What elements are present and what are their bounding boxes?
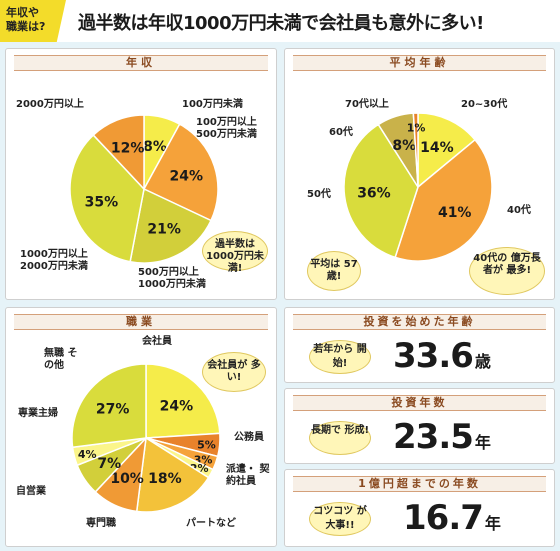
occupation-slice-8 [71,363,147,449]
age-label-4: 70代以上 [345,99,389,110]
occupation-slice-4 [135,436,210,513]
age-label-1: 40代 [507,205,531,216]
income-panel-title: 年収 [14,55,268,71]
stat-years-value: 23.5 [393,417,474,457]
age-slice-2-value: 36% [357,186,391,202]
occupation-panel-title: 職業 [14,314,268,330]
age-slice-2 [343,123,419,259]
income-slice-1-value: 24% [169,168,203,184]
income-label-3: 1000万円以上 2000万円未満 [20,249,88,272]
header-badge-line1: 年収や [6,6,39,19]
income-label-1: 100万円以上 500万円未満 [196,117,257,140]
stat-to-100m-value-wrap: 16.7 年 [403,498,501,538]
stat-start-age-unit: 歳 [474,352,491,371]
income-slice-3 [69,133,145,263]
income-label-2: 500万円以上 1000万円未満 [138,267,206,290]
occ-label-6: 自営業 [16,486,46,497]
age-slice-0-value: 14% [420,140,454,156]
stat-to-100m-unit: 年 [484,514,501,533]
page-title: 過半数は年収1000万円未満で会社員も意外に多い! [78,13,484,34]
income-slice-3-value: 35% [85,194,119,210]
income-pie-chart: 8%24% 21% 35% 12% [69,114,219,264]
stat-start-age-note: 若年から 開始! [309,340,371,374]
stat-years-value-wrap: 23.5 年 [393,417,491,457]
occupation-slice-4-value: 18% [148,471,182,487]
income-label-4: 2000万円以上 [16,99,84,110]
header-bar: 年収や 職業は? 過半数は年収1000万円未満で会社員も意外に多い! [0,0,560,42]
income-slice-4 [92,114,145,191]
stat-to-100m-title: 1億円超までの年数 [293,476,546,492]
stat-panel-start-age: 投資を始めた年齢 若年から 開始! 33.6 歳 [284,307,555,383]
income-slice-1 [142,123,219,222]
income-panel: 年収 8% 24% 21% 35% 12% 100万円未満 100万円以上 500万円未… [5,48,277,300]
age-pie-chart: 14% 41% 36% 8% 1% [343,112,493,262]
income-slice-2 [129,187,212,264]
header-badge: 年収や 職業は? [0,0,66,42]
age-slice-1 [394,138,493,262]
age-slice-4-value: 1% [407,121,426,134]
stat-start-age-title: 投資を始めた年齢 [293,314,546,330]
occupation-pie-chart: 24%5%3%2%18%10%7%4%27% [71,363,221,513]
header-badge-line2: 職業は? [6,20,46,33]
stat-start-age-value: 33.6 [393,336,474,376]
age-slice-1-value: 41% [438,205,472,221]
occ-label-1: 公務員 [234,432,264,443]
occupation-slice-0 [145,363,221,439]
stat-years-note: 長期で 形成! [309,421,371,455]
occupation-slice-7-value: 4% [78,448,97,461]
occ-label-5: 専門職 [86,518,116,529]
occupation-slice-5-value: 10% [110,471,144,487]
stat-years-unit: 年 [474,433,491,452]
occ-label-0: 会社員 [142,336,172,347]
stat-years-title: 投資年数 [293,395,546,411]
occupation-panel: 職業 24% 5% 3% 2% 18% 10% 7% 4% 27% 会社員 公務員 派遣・ 契約… [5,307,277,547]
income-slice-2-value: 21% [147,222,181,238]
age-slice-3-value: 8% [392,138,416,154]
income-label-0: 100万円未満 [182,99,243,110]
occ-label-3: パートなど [186,518,236,529]
age-label-2: 50代 [307,189,331,200]
income-slice-4-value: 12% [111,141,145,157]
age-slice-0 [417,112,477,189]
age-callout-40s: 40代の 億万長者が 最多! [469,247,545,295]
occupation-slice-6-value: 7% [97,456,121,472]
stat-to-100m-value: 16.7 [403,498,484,538]
occ-label-8: 無職 その他 [44,348,78,371]
income-slice-0-value: 8% [143,139,167,155]
age-panel: 平均年齢 14% 41% 36% 8% 1% 20~30代 40代 50代 60代 70… [284,48,555,300]
occupation-slice-8-value: 27% [96,402,130,418]
stat-panel-years: 投資年数 長期で 形成! 23.5 年 [284,388,555,464]
stat-start-age-value-wrap: 33.6 歳 [393,336,491,376]
occupation-callout: 会社員が 多い! [202,352,266,392]
age-panel-title: 平均年齢 [293,55,546,71]
occ-label-7: 専業主婦 [18,408,58,419]
age-callout-average: 平均は 57歳! [307,251,361,291]
occupation-slice-1-value: 5% [197,439,216,452]
occ-label-2: 派遣・ 契約社員 [226,464,270,487]
age-label-3: 60代 [329,127,353,138]
age-slice-4 [412,112,419,188]
age-label-0: 20~30代 [461,99,508,110]
occupation-slice-0-value: 24% [160,399,194,415]
stat-to-100m-note: コツコツ が大事!! [309,502,371,536]
stat-panel-to-100m: 1億円超までの年数 コツコツ が大事!! 16.7 年 [284,469,555,547]
income-callout: 過半数は 1000万円未満! [202,231,268,274]
